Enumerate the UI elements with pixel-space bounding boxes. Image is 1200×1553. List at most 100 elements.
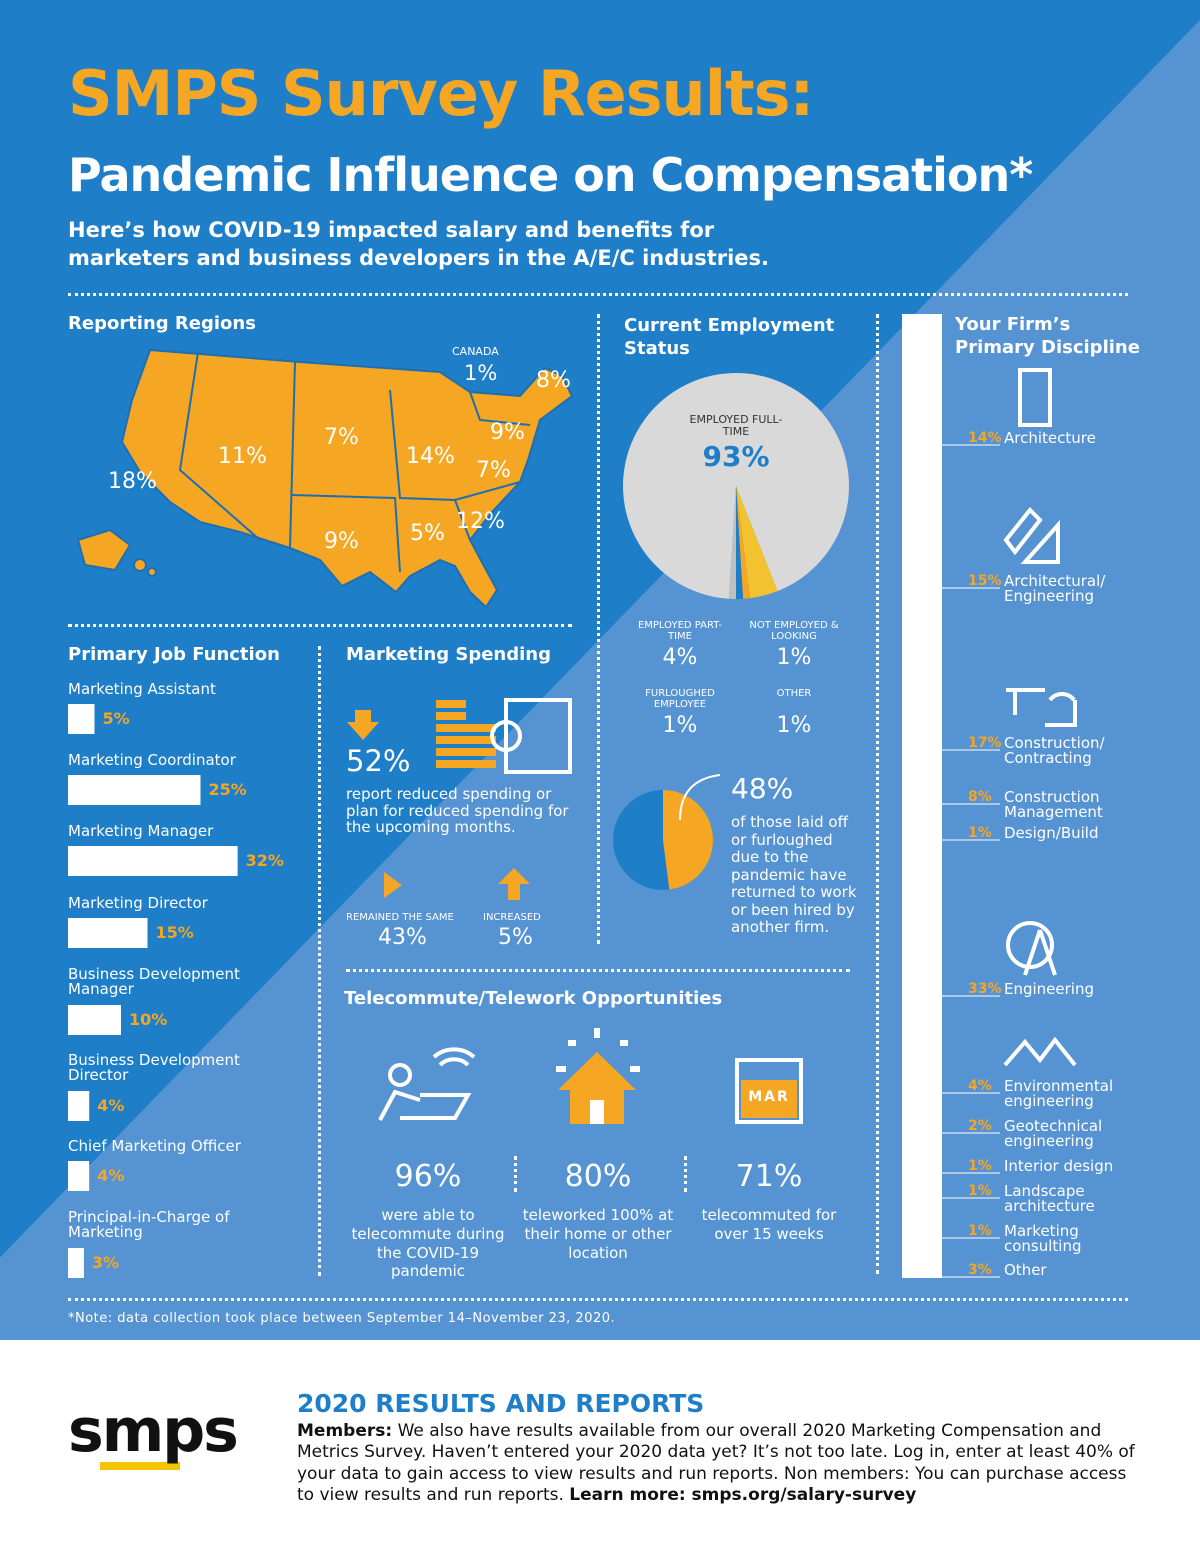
region-value: 8%	[536, 368, 571, 393]
footer-text: Learn more: smps.org/salary-survey	[569, 1484, 917, 1505]
discipline-label: Construction Management	[1004, 788, 1103, 821]
icons	[378, 368, 1077, 1124]
bill	[490, 720, 522, 752]
calendar-text: MAR	[748, 1089, 790, 1105]
job-label: Business Development Director	[68, 1051, 240, 1084]
separator	[876, 314, 879, 1274]
alaska	[76, 528, 132, 572]
section-title: Current Employment Status	[624, 315, 835, 360]
bill	[504, 698, 572, 774]
pie-slice	[736, 486, 778, 599]
ray	[594, 1028, 600, 1038]
telework-value: 71%	[735, 1159, 803, 1194]
pie-slice	[736, 486, 744, 599]
discipline-value: 14%	[968, 430, 1002, 446]
border	[289, 361, 296, 549]
job-value: 25%	[208, 780, 247, 799]
slice-value: 1%	[776, 713, 812, 738]
mountain-icon	[1003, 1036, 1077, 1067]
separator	[318, 646, 321, 1276]
discipline-value: 17%	[968, 735, 1002, 751]
job-label: Chief Marketing Officer	[68, 1137, 241, 1155]
slice-label: NOT EMPLOYED & LOOKING	[749, 620, 839, 642]
job-label: Marketing Assistant	[68, 680, 216, 698]
arrow-down	[347, 710, 379, 740]
job-bar	[68, 1091, 90, 1121]
intro: Here’s how COVID-19 impacted salary and …	[68, 218, 770, 271]
house	[558, 1052, 636, 1124]
job-bar	[68, 704, 95, 734]
ray	[568, 1040, 576, 1046]
region-value: 5%	[410, 521, 445, 546]
ray	[556, 1066, 566, 1072]
map	[76, 348, 574, 609]
coins	[436, 712, 466, 720]
discipline-value: 8%	[968, 789, 992, 805]
separator	[68, 624, 572, 627]
section-title: Your Firm’s Primary Discipline	[955, 314, 1140, 359]
spending-value: 52%	[346, 744, 411, 778]
job-value: 32%	[245, 851, 284, 870]
region-value: 12%	[456, 509, 505, 534]
logo: smps	[68, 1396, 239, 1466]
slice-value: 1%	[662, 713, 698, 738]
diagonal	[0, 20, 1200, 1340]
telework-text: telecommuted for over 15 weeks	[701, 1206, 837, 1243]
us-map	[120, 348, 574, 609]
job-value: 5%	[102, 709, 130, 728]
slice-label: EMPLOYED PART-TIME	[637, 620, 723, 642]
calendar-face	[741, 1080, 797, 1118]
discipline-label: Engineering	[1004, 980, 1094, 998]
job-value: 3%	[91, 1253, 120, 1272]
job-label: Marketing Coordinator	[68, 751, 236, 769]
border	[389, 389, 471, 541]
region-value: 9%	[324, 529, 359, 554]
discipline-value: 33%	[968, 981, 1002, 997]
section-title: Marketing Spending	[346, 644, 551, 665]
region-value: 14%	[406, 444, 455, 469]
spending-text: report reduced spending or plan for redu…	[346, 785, 569, 836]
discipline-value: 1%	[968, 1223, 992, 1239]
discipline-label: Environmental engineering	[1004, 1077, 1114, 1110]
job-bar	[68, 1005, 121, 1035]
job-value: 4%	[97, 1096, 125, 1115]
slice-value: 4%	[662, 645, 698, 670]
job-bar	[68, 1161, 90, 1191]
ray	[630, 1066, 640, 1072]
note: *Note: data collection took place betwee…	[68, 1311, 616, 1326]
job-bar	[68, 1248, 84, 1278]
border	[469, 391, 531, 426]
arrow-right	[384, 877, 390, 893]
pie-slice	[736, 486, 751, 599]
discipline-bar	[902, 314, 942, 1278]
logo-underline	[100, 1462, 180, 1470]
discipline-label: Other	[1004, 1261, 1047, 1279]
title: SMPS Survey Results:	[68, 57, 814, 130]
footer-heading: 2020 RESULTS AND REPORTS	[297, 1389, 705, 1418]
slice-label: FURLOUGHED EMPLOYEE	[645, 688, 715, 710]
coins	[436, 724, 496, 732]
discipline-value: 4%	[968, 1078, 992, 1094]
discipline-value: 2%	[968, 1118, 992, 1134]
coins	[436, 748, 496, 756]
spending-value: 43%	[378, 925, 427, 950]
canada-value: 1%	[464, 361, 498, 385]
separator	[68, 1298, 1128, 1301]
separator	[346, 969, 850, 972]
house-icon	[558, 1052, 797, 1124]
hawaii	[147, 567, 157, 577]
job-label: Business Development Manager	[68, 965, 240, 998]
telework-text: teleworked 100% at their home or other l…	[522, 1206, 674, 1262]
region-value: 7%	[476, 458, 511, 483]
telework-text: were able to telecommute during the COVI…	[351, 1206, 505, 1281]
separator	[597, 314, 600, 944]
region-value: 11%	[218, 444, 267, 469]
job-label: Marketing Director	[68, 894, 208, 912]
job-label: Principal-in-Charge of Marketing	[68, 1208, 230, 1241]
border	[178, 351, 261, 541]
footer-bg	[0, 1340, 1200, 1553]
discipline-value: 15%	[968, 573, 1002, 589]
wifi-icon	[432, 1047, 476, 1067]
